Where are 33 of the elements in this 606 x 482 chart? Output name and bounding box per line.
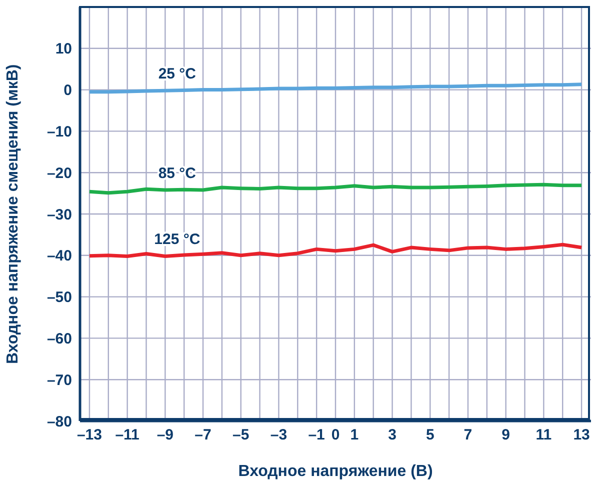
y-tick-label: –30 [46,206,72,224]
x-tick-label: –1 [308,426,325,444]
y-tick-label: –70 [46,372,72,389]
x-tick-label: 11 [536,426,552,444]
x-tick-label: –9 [156,426,174,444]
x-tick-label: 0 [331,426,340,444]
x-tick-label: 9 [502,426,510,444]
series-label: 125 °C [154,231,200,248]
x-tick-label: –13 [76,426,102,444]
y-tick-label: –80 [46,413,72,430]
y-tick-label: –40 [46,248,72,265]
x-tick-label: 7 [464,426,472,444]
x-tick-label: –7 [194,426,212,444]
x-tick-label: –11 [115,426,140,444]
y-axis-title: Входное напряжение смещения (мкВ) [4,64,22,364]
y-tick-label: 0 [64,82,72,100]
y-tick-label: –50 [46,289,72,306]
x-tick-label: –5 [232,426,250,444]
series-label: 85 °C [158,164,196,182]
y-tick-label: –20 [46,164,72,182]
line-series [88,82,584,94]
series-label: 25 °C [158,66,196,83]
line-series [88,182,584,195]
line-series [88,242,584,258]
x-tick-label: 3 [388,426,396,444]
x-axis-title: Входное напряжение (В) [238,463,433,480]
x-tick-label: 1 [350,426,359,444]
y-tick-label: 10 [55,40,72,58]
y-tick-label: –60 [46,330,72,348]
x-tick-label: 13 [573,426,590,444]
y-tick-label: –10 [46,124,72,141]
x-tick-label: 5 [426,426,434,444]
x-tick-label: –3 [270,426,288,444]
